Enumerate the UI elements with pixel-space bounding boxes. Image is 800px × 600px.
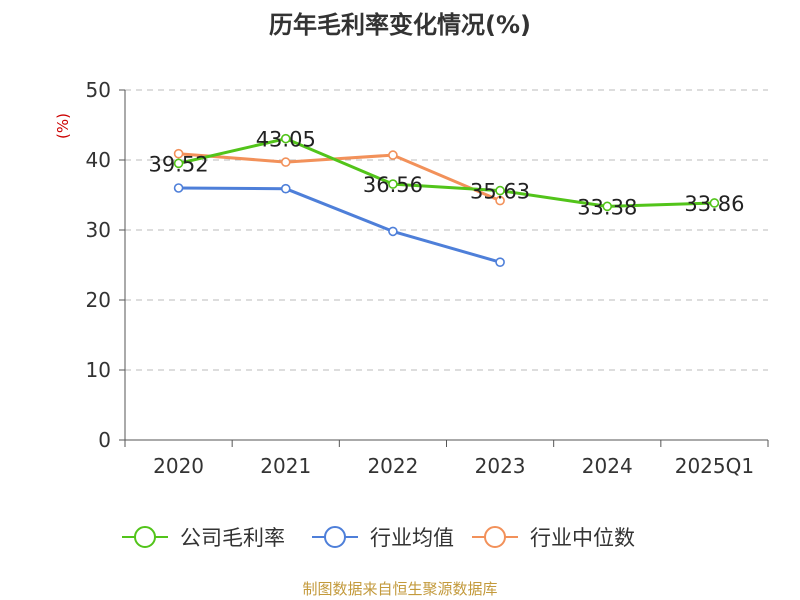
x-tick-label: 2020 — [153, 454, 204, 478]
legend-marker-icon — [484, 526, 506, 548]
data-label: 33.86 — [684, 192, 744, 216]
data-point — [280, 157, 291, 167]
y-tick-label: 30 — [86, 218, 111, 242]
data-point — [388, 150, 398, 160]
data-point — [173, 148, 184, 159]
legend-label: 行业均值 — [370, 526, 454, 550]
y-tick-label: 0 — [98, 428, 111, 452]
legend-label: 行业中位数 — [530, 526, 635, 550]
series-line-0 — [178, 137, 715, 208]
legend-marker-icon — [324, 526, 346, 548]
data-point — [280, 183, 291, 194]
x-tick-label: 2024 — [582, 454, 633, 478]
chart-title: 历年毛利率变化情况(%) — [269, 11, 531, 39]
data-point — [495, 257, 505, 268]
data-point — [602, 201, 613, 212]
y-tick-label: 40 — [86, 148, 111, 172]
x-tick-label: 2023 — [475, 454, 526, 478]
data-label: 43.05 — [256, 128, 316, 152]
data-point — [173, 183, 184, 193]
data-point — [173, 158, 184, 169]
x-tick-label: 2021 — [260, 454, 311, 478]
data-point — [388, 226, 398, 237]
grid — [125, 89, 768, 371]
y-tick-label: 10 — [86, 358, 111, 382]
legend-item-0[interactable]: 公司毛利率 — [122, 526, 285, 550]
data-label: 35.63 — [470, 180, 530, 204]
x-tick-label: 2025Q1 — [675, 454, 754, 478]
series-line-1 — [178, 186, 501, 264]
legend-item-2[interactable]: 行业中位数 — [472, 526, 635, 550]
series-line-2 — [178, 152, 501, 202]
legend-item-1[interactable]: 行业均值 — [312, 526, 454, 550]
legend[interactable]: 公司毛利率 行业均值 行业中位数 — [122, 526, 635, 550]
axes: 0 10 20 30 40 50 2020 2021 2022 2023 2024 2025Q1 — [86, 78, 769, 478]
data-point — [388, 179, 398, 189]
data-label: 36.56 — [363, 173, 423, 197]
series-lines — [173, 133, 720, 268]
y-axis-unit-label: (%) — [54, 113, 72, 139]
data-label: 33.38 — [577, 195, 637, 219]
y-tick-label: 50 — [86, 78, 111, 102]
data-point — [709, 198, 720, 208]
legend-marker-icon — [134, 526, 156, 548]
data-point — [495, 195, 505, 206]
legend-label: 公司毛利率 — [180, 526, 285, 550]
data-point — [280, 133, 291, 144]
data-point — [495, 185, 505, 196]
data-labels: 39.52 43.05 36.56 35.63 33.38 33.86 — [149, 128, 745, 220]
y-tick-label: 20 — [86, 288, 111, 312]
x-tick-label: 2022 — [367, 454, 418, 478]
source-note: 制图数据来自恒生聚源数据库 — [302, 580, 497, 598]
data-label: 39.52 — [149, 152, 209, 176]
